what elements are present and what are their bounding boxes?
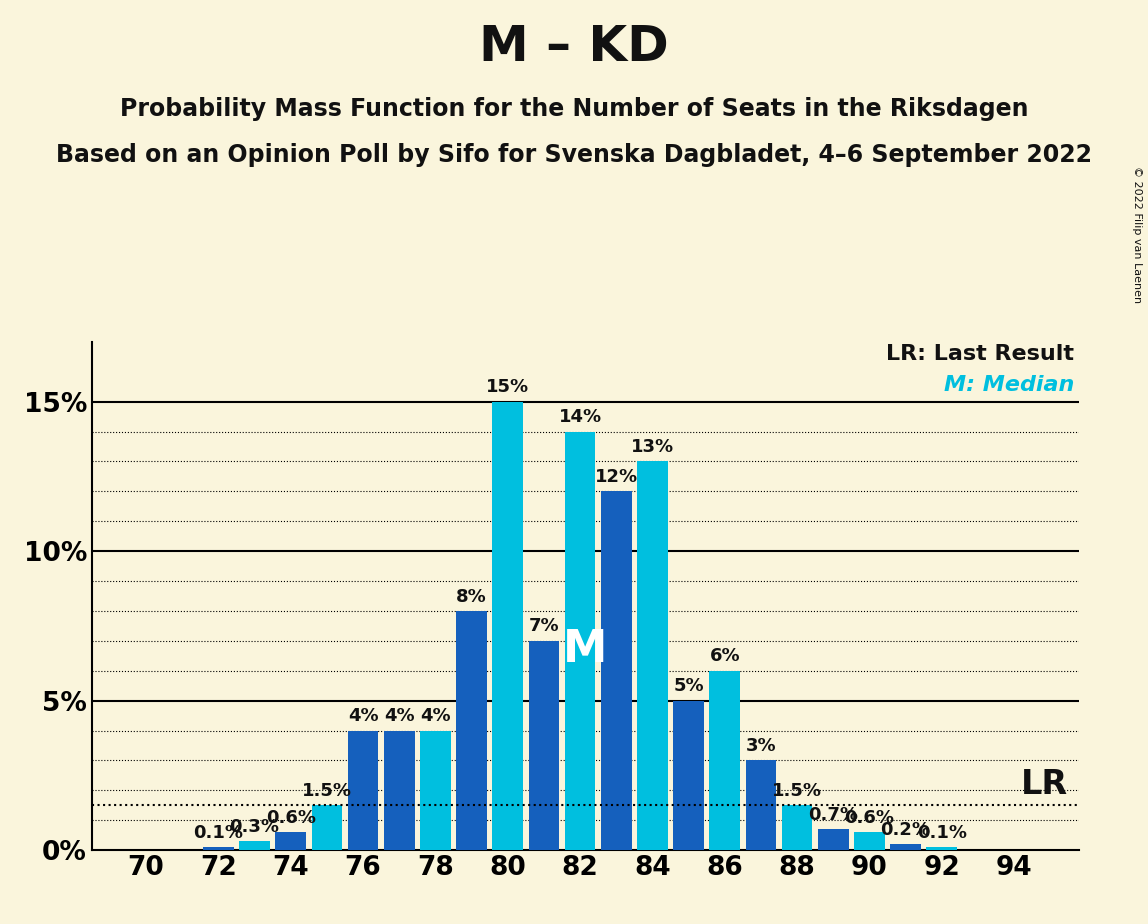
Bar [782,805,813,850]
Bar [637,461,668,850]
Text: 12%: 12% [595,468,638,486]
Text: © 2022 Filip van Laenen: © 2022 Filip van Laenen [1132,166,1142,303]
Text: M – KD: M – KD [479,23,669,71]
Bar [600,492,631,850]
Text: 0.6%: 0.6% [265,808,316,827]
Text: 4%: 4% [348,707,379,725]
Bar [528,641,559,850]
Text: Probability Mass Function for the Number of Seats in the Riksdagen: Probability Mass Function for the Number… [119,97,1029,121]
Bar [709,671,740,850]
Bar [311,805,342,850]
Bar [383,731,414,850]
Bar [673,700,704,850]
Text: 0.1%: 0.1% [193,823,243,842]
Bar [348,731,379,850]
Bar [854,833,885,850]
Text: 1.5%: 1.5% [302,782,352,800]
Bar [276,833,307,850]
Text: 4%: 4% [420,707,451,725]
Text: 0.3%: 0.3% [230,818,280,835]
Text: 5%: 5% [673,677,704,695]
Text: 0.2%: 0.2% [881,821,931,839]
Bar [492,402,523,850]
Bar [817,829,848,850]
Bar [745,760,776,850]
Text: 0.6%: 0.6% [845,808,894,827]
Bar [203,847,234,850]
Text: Based on an Opinion Poll by Sifo for Svenska Dagbladet, 4–6 September 2022: Based on an Opinion Poll by Sifo for Sve… [56,143,1092,167]
Text: 15%: 15% [486,378,529,396]
Text: 3%: 3% [745,737,776,755]
Text: LR: Last Result: LR: Last Result [886,345,1075,364]
Text: M: Median: M: Median [944,375,1075,395]
Bar [926,847,957,850]
Text: 4%: 4% [383,707,414,725]
Text: 7%: 7% [528,617,559,636]
Text: 14%: 14% [558,408,602,426]
Text: 8%: 8% [456,588,487,605]
Bar [420,731,451,850]
Text: 0.1%: 0.1% [917,823,967,842]
Bar [239,841,270,850]
Text: LR: LR [1021,768,1069,801]
Text: 0.7%: 0.7% [808,806,859,824]
Bar [456,611,487,850]
Text: 1.5%: 1.5% [773,782,822,800]
Text: 13%: 13% [630,438,674,456]
Text: M: M [564,627,607,671]
Bar [890,845,921,850]
Bar [565,432,596,850]
Text: 6%: 6% [709,648,740,665]
